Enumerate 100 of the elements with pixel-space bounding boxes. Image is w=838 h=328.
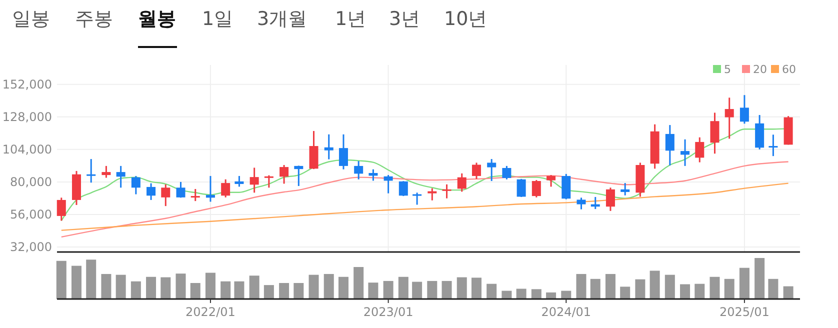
bar xyxy=(383,280,394,299)
candlestick xyxy=(665,124,674,166)
bar xyxy=(101,274,112,299)
candlestick xyxy=(221,178,230,198)
candlestick xyxy=(457,172,466,192)
bar xyxy=(650,270,660,299)
bar xyxy=(205,272,216,299)
bar xyxy=(86,260,96,299)
candlestick xyxy=(740,94,749,124)
bar xyxy=(768,278,778,299)
bar xyxy=(220,281,231,299)
bar xyxy=(502,290,512,299)
candlestick xyxy=(606,186,615,212)
candlestick xyxy=(412,192,422,206)
candlestick xyxy=(309,130,318,170)
candlestick xyxy=(398,180,408,197)
bar xyxy=(783,286,794,299)
text: 1년 xyxy=(335,8,366,30)
candlestick xyxy=(442,184,452,200)
x-tick-label: 2024/01 xyxy=(541,305,592,319)
bar xyxy=(190,283,200,299)
candlestick xyxy=(234,175,244,188)
legend-label: 60 xyxy=(782,63,796,76)
bar xyxy=(664,274,675,299)
bar xyxy=(635,279,646,299)
candlestick xyxy=(576,196,586,210)
candlestick xyxy=(131,175,140,196)
bar xyxy=(308,274,319,299)
line-series xyxy=(60,161,789,238)
bar xyxy=(531,289,542,299)
candlestick xyxy=(56,196,66,222)
y-tick-label: 152,000 xyxy=(2,77,52,92)
y-tick-label: 104,000 xyxy=(2,142,52,156)
bar xyxy=(427,280,438,299)
candlestick xyxy=(324,134,334,160)
bar xyxy=(116,274,126,299)
text: 3개월 xyxy=(257,8,308,30)
text: 1일 xyxy=(202,8,234,30)
candlestick xyxy=(294,164,304,187)
bar xyxy=(324,274,334,299)
candlestick xyxy=(532,179,541,198)
bar xyxy=(754,258,765,299)
text: 일봉 xyxy=(12,8,50,30)
text: 월봉 xyxy=(138,8,176,30)
bar xyxy=(294,283,304,299)
candlestick xyxy=(368,168,378,182)
bar xyxy=(620,286,630,299)
legend-label: 5 xyxy=(724,63,731,76)
bar xyxy=(160,277,171,299)
line-series xyxy=(60,182,789,231)
candlestick xyxy=(338,134,348,170)
candlestick xyxy=(176,181,186,198)
candlestick xyxy=(472,162,481,180)
bar xyxy=(354,267,364,299)
candlestick xyxy=(724,96,734,140)
text: 주봉 xyxy=(75,8,113,30)
bar xyxy=(546,292,556,299)
y-tick-label: 56,000 xyxy=(10,207,52,222)
legend-label: 20 xyxy=(753,63,767,76)
candlestick xyxy=(546,174,556,188)
candlestick xyxy=(620,182,630,196)
bar xyxy=(486,284,497,299)
bar xyxy=(176,274,186,299)
bar xyxy=(412,282,422,299)
candlestick xyxy=(264,174,274,188)
candlestick xyxy=(250,166,259,194)
candlestick xyxy=(102,165,111,178)
candlestick xyxy=(710,112,720,154)
bar xyxy=(739,268,750,299)
bar xyxy=(561,290,572,299)
y-tick-label: 80,000 xyxy=(10,174,52,189)
bar xyxy=(146,276,156,299)
bar xyxy=(694,284,705,299)
bar xyxy=(234,281,244,299)
candlestick xyxy=(280,164,289,184)
candlestick xyxy=(695,136,704,164)
candlestick xyxy=(86,158,96,184)
bar xyxy=(605,274,616,299)
bar xyxy=(338,276,348,299)
candlestick xyxy=(354,160,364,180)
candlestick xyxy=(116,165,126,188)
y-tick-label: 32,000 xyxy=(10,240,52,254)
candlestick xyxy=(487,158,496,182)
candlestick xyxy=(680,138,690,167)
bar xyxy=(442,280,452,299)
bar xyxy=(398,276,408,299)
bar xyxy=(471,278,482,299)
bar xyxy=(516,288,526,299)
candlestick xyxy=(516,178,526,198)
text: 10년 xyxy=(444,8,488,30)
candlestick xyxy=(384,174,393,194)
candlestick xyxy=(502,165,512,180)
bar xyxy=(279,283,290,299)
bar xyxy=(71,266,82,299)
x-tick-label: 2023/01 xyxy=(363,305,414,319)
bar xyxy=(264,285,274,299)
candlestick xyxy=(161,184,170,207)
bar xyxy=(724,278,734,299)
candlestick xyxy=(562,173,571,200)
candlestick xyxy=(206,175,215,202)
